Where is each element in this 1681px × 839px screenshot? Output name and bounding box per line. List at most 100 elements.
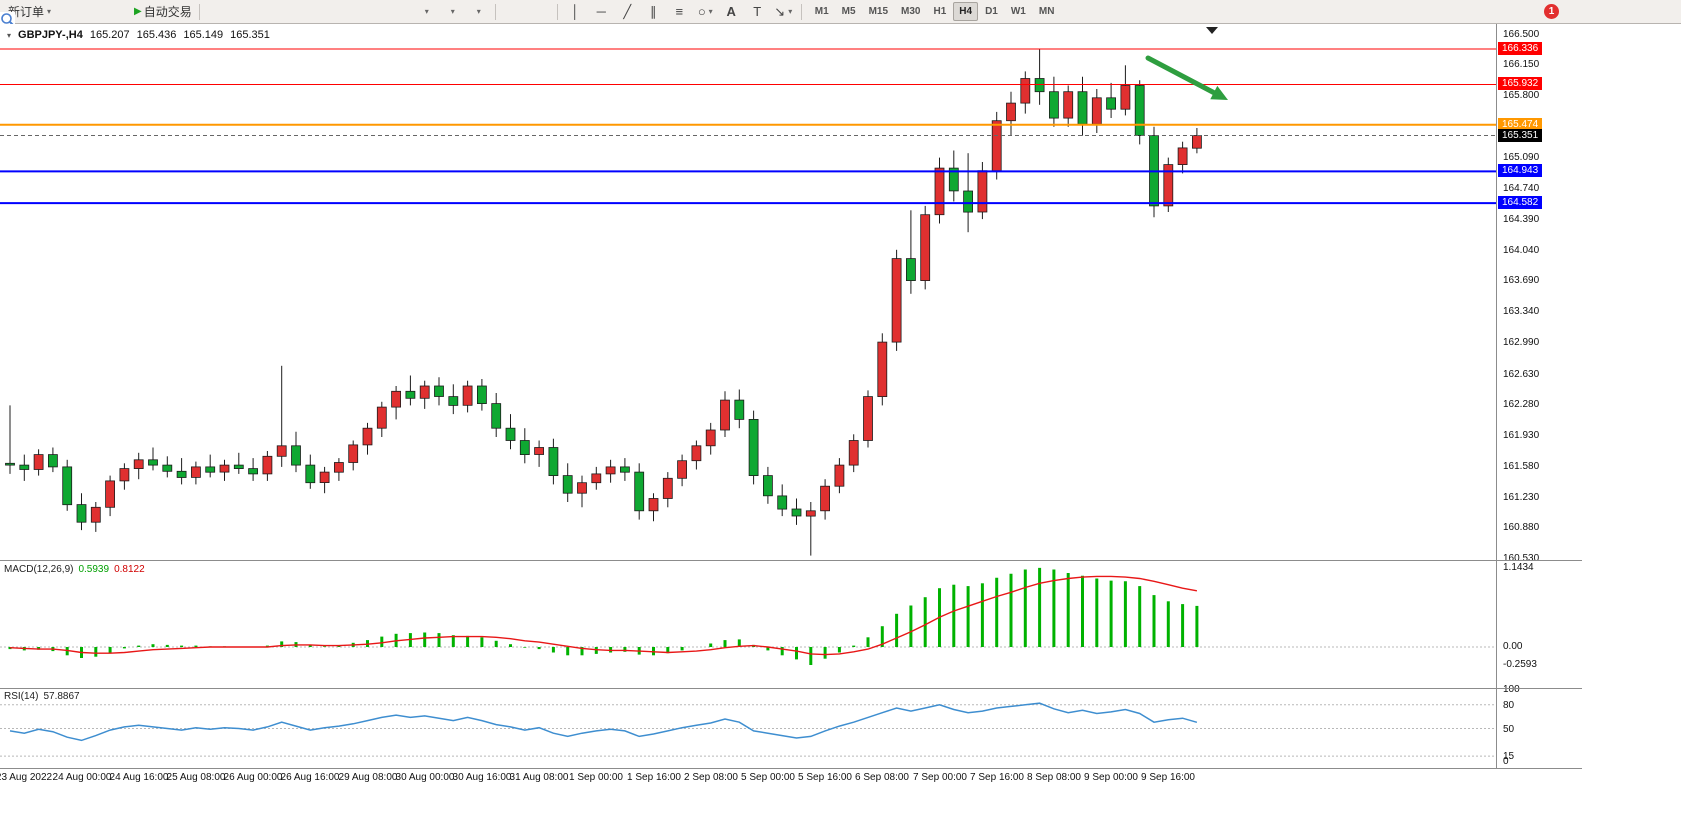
label-tool-button[interactable]: T: [745, 2, 770, 22]
price-axis-label: 165.800: [1503, 90, 1540, 101]
timeframe-D1-button[interactable]: D1: [985, 6, 998, 17]
vertical-line-tool-button[interactable]: │: [563, 2, 588, 22]
rsi-axis-label: 0: [1503, 756, 1509, 767]
price-tag-165.474: 165.474: [1498, 118, 1543, 131]
panel-separator[interactable]: [0, 560, 1582, 561]
rsi-subchart[interactable]: [0, 689, 1496, 768]
main-price-chart[interactable]: [0, 24, 1496, 560]
horizontal-line-tool-button[interactable]: ─: [589, 2, 614, 22]
time-axis-label: 24 Aug 00:00: [52, 772, 112, 783]
profile-button[interactable]: [0, 2, 105, 25]
price-tag-164.582: 164.582: [1498, 196, 1543, 209]
rsi-indicator-label: RSI(14) 57.8867: [4, 691, 80, 702]
time-axis-label: 9 Sep 00:00: [1084, 772, 1138, 783]
price-axis[interactable]: 166.500 166.150 165.800 165.090 164.740 164.3…: [1496, 24, 1583, 768]
market-button[interactable]: [0, 2, 79, 25]
text-tool-button[interactable]: A: [719, 2, 744, 22]
macd-histogram: [8, 567, 1199, 665]
arrow-objects-button[interactable]: ↘ ▾: [771, 2, 796, 22]
timeframe-M1-button[interactable]: M1: [814, 6, 829, 17]
panel-separator[interactable]: [0, 688, 1582, 689]
timeframe-W1-button[interactable]: W1: [1010, 6, 1026, 17]
cursor-tool-button[interactable]: [0, 2, 526, 26]
cascade-windows-button[interactable]: [0, 2, 386, 25]
price-axis-label: 166.150: [1503, 59, 1540, 70]
channel-icon: ∥: [650, 4, 657, 19]
trendline-icon: ╱: [623, 4, 632, 19]
timeframe-H4-button[interactable]: H4: [953, 2, 979, 21]
timeframe-H1-button[interactable]: H1: [933, 6, 947, 17]
chevron-down-icon: ▾: [450, 7, 455, 16]
price-axis-label: 160.880: [1503, 522, 1540, 533]
ohlc-low: 165.149: [183, 29, 224, 41]
time-axis-label: 5 Sep 00:00: [741, 772, 795, 783]
timeframe-M30-button[interactable]: M30: [901, 6, 921, 17]
chevron-down-icon: ▾: [476, 7, 481, 16]
new-chart-button[interactable]: ▾: [0, 2, 438, 25]
price-axis-label: 162.280: [1503, 399, 1540, 410]
price-axis-label: 166.500: [1503, 29, 1540, 40]
vertical-line-icon: │: [571, 4, 580, 19]
arrange-windows-button[interactable]: [0, 2, 412, 25]
search-button[interactable]: [0, 2, 1537, 27]
toolbar-separator: [800, 3, 802, 20]
auto-trading-label: 自动交易: [143, 5, 192, 19]
chart-ohlc-header: ▾ GBPJPY-,H4 165.207 165.436 165.149 165…: [7, 29, 270, 41]
templates-button[interactable]: ▾: [0, 2, 490, 25]
chart-shift-marker[interactable]: [1206, 27, 1218, 34]
price-axis-label: 162.630: [1503, 369, 1540, 380]
fibonacci-tool-button[interactable]: ≡: [667, 2, 692, 22]
play-icon: ▶: [134, 5, 142, 17]
macd-main-value: 0.5939: [78, 564, 110, 575]
zoom-in-button[interactable]: [0, 2, 308, 26]
macd-axis-label: -0.2593: [1503, 659, 1537, 670]
ch evron-down-icon: ▾: [424, 7, 429, 16]
candlestick-mode-button[interactable]: [0, 2, 256, 25]
timeframe-M5-button[interactable]: M5: [841, 6, 856, 17]
price-tag-164.943: 164.943: [1498, 164, 1543, 177]
rsi-axis-label: 80: [1503, 700, 1515, 711]
time-axis-label: 29 Aug 08:00: [338, 772, 398, 783]
tile-windows-button[interactable]: [0, 2, 360, 25]
trendline-tool-button[interactable]: ╱: [615, 2, 640, 22]
rsi-line: [9, 702, 1198, 742]
zoom-out-button[interactable]: [0, 2, 334, 26]
time-axis-label: 30 Aug 00:00: [395, 772, 455, 783]
shapes-tool-button[interactable]: ○ ▾: [693, 2, 718, 22]
label-icon: T: [753, 4, 762, 19]
bar-chart-mode-button[interactable]: [0, 2, 230, 25]
community-button[interactable]: [0, 2, 131, 25]
rsi-axis-label: 50: [1503, 724, 1515, 735]
rsi-value: 57.8867: [43, 691, 80, 702]
price-axis-label: 165.090: [1503, 152, 1540, 163]
chevron-down-icon: ▾: [708, 7, 713, 16]
chevron-down-icon: ▾: [47, 7, 52, 16]
time-axis[interactable]: 23 Aug 2022 24 Aug 00:00 24 Aug 16:00 25 Au…: [0, 768, 1582, 789]
channel-tool-button[interactable]: ∥: [641, 2, 666, 22]
price-axis-label: 163.690: [1503, 275, 1540, 286]
new-order-label: 新订单: [8, 5, 45, 19]
timeframe-M15-button[interactable]: M15: [868, 6, 889, 17]
candles-layer: [5, 48, 1202, 556]
time-axis-label: 25 Aug 08:00: [166, 772, 226, 783]
symbol-label: GBPJPY-,H4: [18, 29, 83, 41]
notification-badge[interactable]: 1: [1544, 4, 1559, 19]
arrow-object-icon: ↘: [774, 4, 786, 19]
period-clock-button[interactable]: ▾: [0, 2, 464, 26]
timeframe-MN-button[interactable]: MN: [1038, 6, 1055, 17]
time-axis-label: 6 Sep 08:00: [855, 772, 909, 783]
annotation-arrow[interactable]: [1145, 55, 1228, 100]
horizontal-lines-layer[interactable]: [0, 48, 1496, 205]
macd-signal-line: [9, 575, 1198, 656]
auto-trading-button[interactable]: ▶ 自动交易: [132, 2, 194, 22]
macd-indicator-label: MACD(12,26,9) 0.5939 0.8122: [4, 564, 145, 575]
price-axis-label: 161.230: [1503, 492, 1540, 503]
macd-subchart[interactable]: [0, 561, 1496, 688]
main-toolbar: 新订单 ▾ ▶ 自动交易 ▾ ▾ ▾ │ ─ ╱ ∥ ≡ ○ ▾ A T ↘ ▾: [0, 0, 1681, 27]
crosshair-tool-button[interactable]: [0, 2, 552, 26]
time-axis-label: 24 Aug 16:00: [109, 772, 169, 783]
toolbar-separator: [556, 3, 558, 20]
line-chart-mode-button[interactable]: [0, 2, 282, 25]
price-axis-label: 162.990: [1503, 337, 1540, 348]
